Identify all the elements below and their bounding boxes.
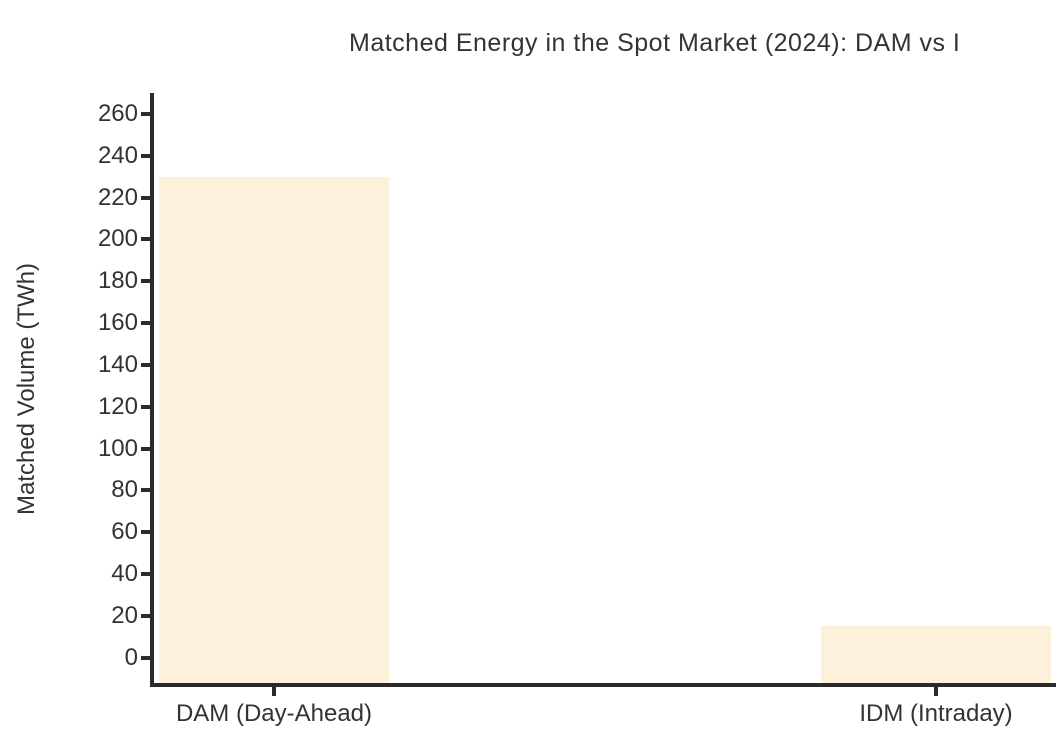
x-axis-spine <box>150 683 1056 687</box>
y-tick-mark <box>141 362 150 367</box>
y-tick-label: 0 <box>124 643 138 671</box>
bar-2 <box>821 626 1051 683</box>
x-tick-mark <box>272 687 276 696</box>
y-tick-mark <box>141 279 150 284</box>
x-tick-label: IDM (Intraday) <box>859 700 1013 727</box>
y-tick-mark <box>141 446 150 451</box>
y-tick-mark <box>141 613 150 618</box>
y-axis-label: Matched Volume (TWh) <box>13 262 40 516</box>
y-tick-label: 40 <box>111 560 138 588</box>
y-tick-label: 240 <box>97 141 138 169</box>
y-tick-mark <box>141 488 150 493</box>
y-tick-label: 20 <box>111 601 138 629</box>
y-tick-label: 60 <box>111 518 138 546</box>
y-tick-mark <box>141 237 150 242</box>
y-tick-mark <box>141 321 150 326</box>
y-tick-label: 220 <box>97 183 138 211</box>
y-tick-label: 160 <box>97 309 138 337</box>
y-tick-label: 140 <box>97 350 138 378</box>
y-tick-mark <box>141 195 150 200</box>
y-tick-label: 120 <box>97 392 138 420</box>
y-tick-label: 260 <box>97 99 138 127</box>
y-tick-mark <box>141 153 150 158</box>
y-tick-label: 180 <box>97 267 138 295</box>
bar-1 <box>159 176 389 683</box>
chart-title: Matched Energy in the Spot Market (2024)… <box>349 29 961 57</box>
y-tick-mark <box>141 111 150 116</box>
y-tick-label: 80 <box>111 476 138 504</box>
y-tick-mark <box>141 404 150 409</box>
x-tick-label: DAM (Day-Ahead) <box>175 700 373 727</box>
y-tick-mark <box>141 530 150 535</box>
y-tick-label: 200 <box>97 225 138 253</box>
x-tick-mark <box>934 687 938 696</box>
y-tick-mark <box>141 655 150 660</box>
y-axis-spine <box>150 93 154 687</box>
y-tick-label: 100 <box>97 434 138 462</box>
y-tick-mark <box>141 572 150 577</box>
